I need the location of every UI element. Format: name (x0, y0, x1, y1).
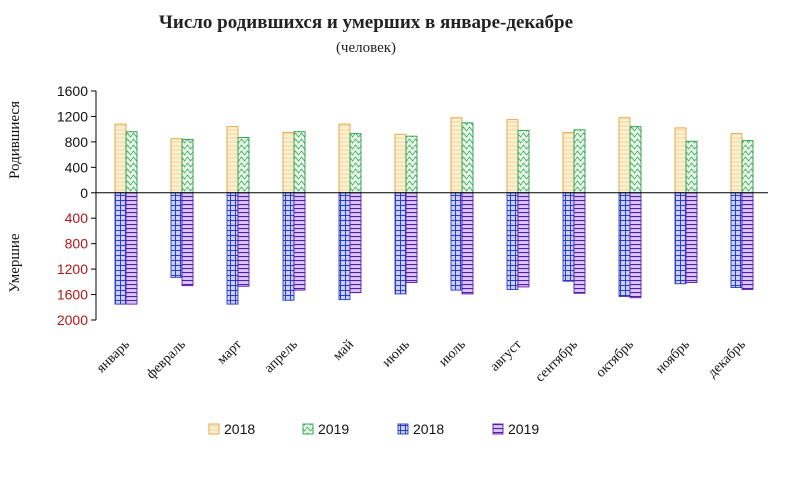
bar-births-2019 (293, 131, 306, 194)
bar-births-2019 (517, 129, 530, 194)
chart-title: Число родившихся и умерших в январе-дека… (159, 12, 573, 33)
legend-deaths-2019: 2019 (492, 421, 539, 437)
bar-births-2018 (618, 117, 631, 194)
bar-deaths-2018 (618, 192, 631, 297)
bar-births-2018 (394, 133, 407, 194)
chart-subtitle: (человек) (336, 40, 396, 56)
bar-births-2019 (741, 140, 754, 194)
legend-label: 2018 (224, 421, 255, 437)
bars (114, 117, 754, 305)
y-tick-label: 1600 (57, 287, 88, 303)
bar-deaths-2019 (293, 192, 306, 291)
bar-deaths-2018 (226, 192, 239, 305)
y-tick-label: 400 (65, 159, 89, 175)
y-tick-labels: 1600 1200 800 400 0 400 800 1200 1600 2000 (57, 83, 88, 328)
legend: 2018 2019 2018 2019 (208, 421, 539, 437)
x-tick-label: сентябрь (533, 337, 581, 385)
x-tick-label: ноябрь (653, 337, 693, 377)
y-tick-label: 800 (65, 134, 89, 150)
bar-births-2019 (237, 136, 250, 194)
x-tick-label: март (214, 337, 244, 367)
bar-births-2019 (629, 126, 642, 194)
bar-births-2018 (338, 123, 351, 194)
x-tick-label: октябрь (593, 337, 636, 380)
y-tick-label: 400 (65, 210, 89, 226)
y-axis-label-deaths: Умершие (7, 233, 23, 293)
bar-births-2018 (562, 131, 575, 194)
bar-deaths-2018 (338, 192, 351, 301)
x-tick-label: август (487, 337, 524, 374)
y-tick-label: 1200 (57, 261, 88, 277)
axes (91, 90, 768, 321)
legend-label: 2019 (508, 421, 539, 437)
bar-births-2018 (730, 133, 743, 194)
bar-births-2018 (450, 117, 463, 194)
x-tick-label: апрель (262, 337, 301, 376)
bar-births-2018 (114, 123, 127, 194)
y-axis-label-births: Родившиеся (7, 101, 23, 179)
legend-births-2018: 2018 (208, 421, 255, 437)
bar-deaths-2018 (674, 192, 687, 285)
legend-swatch (397, 423, 409, 435)
legend-label: 2019 (318, 421, 349, 437)
bar-births-2018 (674, 127, 687, 194)
bar-births-2019 (685, 140, 698, 194)
legend-label: 2018 (413, 421, 444, 437)
bar-deaths-2018 (170, 192, 183, 278)
bar-deaths-2018 (450, 192, 463, 291)
y-tick-label: 1200 (57, 108, 88, 124)
bar-deaths-2019 (237, 192, 250, 287)
x-tick-label: февраль (144, 337, 189, 382)
bar-births-2019 (573, 129, 586, 194)
bar-deaths-2018 (506, 192, 519, 290)
bar-deaths-2019 (517, 192, 530, 288)
y-tick-label: 0 (80, 185, 88, 201)
bar-births-2018 (282, 131, 295, 194)
bar-births-2018 (226, 126, 239, 194)
bar-births-2019 (349, 133, 362, 194)
bar-deaths-2018 (394, 192, 407, 295)
bar-deaths-2019 (685, 192, 698, 283)
legend-swatch (208, 423, 220, 435)
x-tick-label: июнь (380, 337, 413, 370)
bar-deaths-2018 (730, 192, 743, 289)
bar-deaths-2018 (562, 192, 575, 282)
bar-births-2019 (405, 135, 418, 194)
bar-deaths-2019 (629, 192, 642, 299)
bar-deaths-2019 (349, 192, 362, 294)
x-tick-labels: январь февраль март апрель май июнь июль август… (94, 337, 749, 385)
x-tick-label: май (330, 337, 357, 364)
bar-births-2018 (506, 119, 519, 194)
x-tick-label: декабрь (705, 337, 749, 381)
bar-deaths-2019 (461, 192, 474, 295)
bar-deaths-2019 (125, 192, 138, 305)
bar-births-2019 (461, 122, 474, 194)
y-tick-label: 800 (65, 236, 89, 252)
bar-births-2019 (125, 131, 138, 194)
y-tick-label: 2000 (57, 312, 88, 328)
x-tick-label: январь (94, 337, 133, 376)
bar-deaths-2019 (741, 192, 754, 290)
y-tick-label: 1600 (57, 83, 88, 99)
bar-births-2019 (181, 138, 194, 194)
legend-swatch (302, 423, 314, 435)
bar-deaths-2019 (181, 192, 194, 287)
legend-births-2019: 2019 (302, 421, 349, 437)
bar-deaths-2019 (573, 192, 586, 294)
legend-swatch (492, 423, 504, 435)
bar-deaths-2018 (282, 192, 295, 301)
bar-deaths-2019 (405, 192, 418, 283)
bar-births-2018 (170, 138, 183, 194)
bar-deaths-2018 (114, 192, 127, 305)
x-tick-label: июль (436, 337, 469, 370)
legend-deaths-2018: 2018 (397, 421, 444, 437)
